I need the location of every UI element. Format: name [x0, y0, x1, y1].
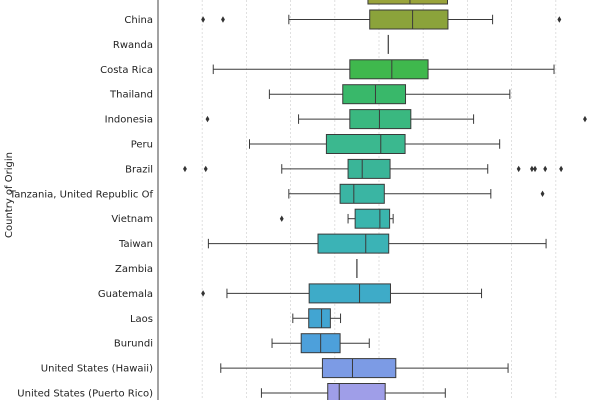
- box: [327, 383, 386, 400]
- category-label: Guatemala: [98, 289, 153, 300]
- box: [308, 308, 331, 329]
- category-label: Peru: [131, 140, 153, 151]
- category-label: Costa Rica: [100, 65, 153, 76]
- category-label: Vietnam: [111, 214, 153, 225]
- y-axis-title: Country of Origin: [4, 152, 15, 238]
- box: [347, 158, 391, 179]
- category-label: Indonesia: [105, 115, 153, 126]
- category-labels: China Rwanda Costa Rica Thailand Indonesia Pe…: [9, 15, 154, 400]
- flier-point: [516, 165, 521, 173]
- box-group: [292, 308, 342, 329]
- category-label: Zambia: [115, 264, 153, 275]
- box: [367, 0, 449, 5]
- flier-point: [201, 16, 206, 23]
- flier-point: [279, 215, 284, 222]
- flier-point: [583, 115, 587, 123]
- box-group: [288, 183, 545, 204]
- box-group: [271, 333, 370, 354]
- flier-point: [559, 165, 564, 173]
- flier-point: [543, 165, 548, 173]
- box-group: [201, 9, 562, 30]
- category-label: China: [124, 15, 153, 26]
- box-group: [248, 134, 501, 154]
- box: [349, 109, 412, 130]
- box: [339, 183, 385, 204]
- box-group: [220, 358, 509, 379]
- box: [369, 9, 449, 30]
- box: [321, 358, 397, 379]
- box: [354, 208, 391, 229]
- flier-point: [203, 165, 208, 173]
- category-label: Brazil: [125, 164, 153, 175]
- flier-point: [183, 165, 187, 173]
- box: [349, 59, 429, 80]
- box-group: [183, 158, 564, 179]
- flier-point: [540, 190, 545, 197]
- boxes: [183, 9, 587, 400]
- box: [342, 84, 407, 105]
- flier-point: [201, 290, 206, 297]
- box-group: [205, 109, 587, 130]
- box-group: [279, 208, 394, 229]
- category-label: United States (Hawaii): [41, 364, 153, 375]
- category-label: United States (Puerto Rico): [17, 389, 153, 400]
- category-label: Burundi: [114, 339, 153, 350]
- flier-point: [205, 115, 210, 123]
- category-label: Laos: [130, 314, 153, 325]
- category-label: Thailand: [109, 90, 153, 101]
- flier-point: [530, 165, 534, 173]
- flier-point: [557, 16, 562, 23]
- category-label: Rwanda: [113, 40, 153, 51]
- box: [317, 233, 390, 254]
- partial-top-box: [367, 0, 449, 5]
- box: [325, 134, 406, 154]
- box-group: [268, 84, 511, 105]
- category-label: Taiwan: [118, 239, 153, 250]
- box-group: [260, 383, 446, 400]
- box-group: [201, 283, 483, 304]
- box-group: [207, 233, 547, 254]
- box-group: [212, 59, 555, 80]
- box: [308, 283, 391, 304]
- flier-point: [533, 165, 537, 173]
- category-label: Tanzania, United Republic Of: [9, 189, 154, 200]
- flier-point: [221, 16, 225, 23]
